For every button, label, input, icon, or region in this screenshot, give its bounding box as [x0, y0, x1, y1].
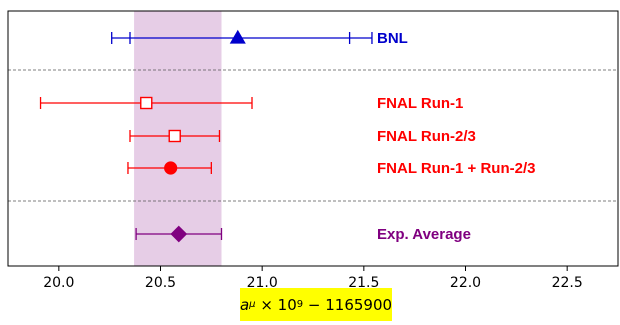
x-axis-label-times: × 10 — [260, 295, 297, 314]
series-2: FNAL Run-2/3 — [129, 128, 476, 145]
series-label: FNAL Run-2/3 — [377, 128, 476, 145]
x-tick-label: 22.0 — [450, 275, 481, 291]
x-tick-label: 20.5 — [145, 275, 176, 291]
x-tick-label: 20.0 — [43, 275, 74, 291]
diamond-marker — [170, 225, 188, 243]
series-4: Exp. Average — [135, 225, 471, 243]
x-axis-label-subscript: μ — [249, 299, 256, 310]
series-3: FNAL Run-1 + Run-2/3 — [127, 160, 535, 177]
series-label: FNAL Run-1 — [377, 95, 463, 112]
circle-marker — [164, 161, 178, 175]
x-tick-label: 21.0 — [247, 275, 278, 291]
series-label: BNL — [377, 30, 408, 47]
series-label: Exp. Average — [377, 226, 471, 243]
square-marker — [168, 129, 181, 143]
x-tick-label: 21.5 — [348, 275, 379, 291]
triangle-marker — [229, 29, 246, 44]
series-1: FNAL Run-1 — [39, 95, 463, 112]
x-axis-label-symbol: a — [239, 295, 250, 314]
series-0: BNL — [111, 29, 408, 47]
x-axis-label-exponent: 9 — [296, 299, 304, 310]
square-marker — [140, 96, 153, 110]
x-tick-label: 22.5 — [552, 275, 583, 291]
plot-frame — [7, 10, 619, 267]
x-axis-label-offset: − 1165900 — [307, 295, 393, 314]
series-label: FNAL Run-1 + Run-2/3 — [377, 160, 535, 177]
